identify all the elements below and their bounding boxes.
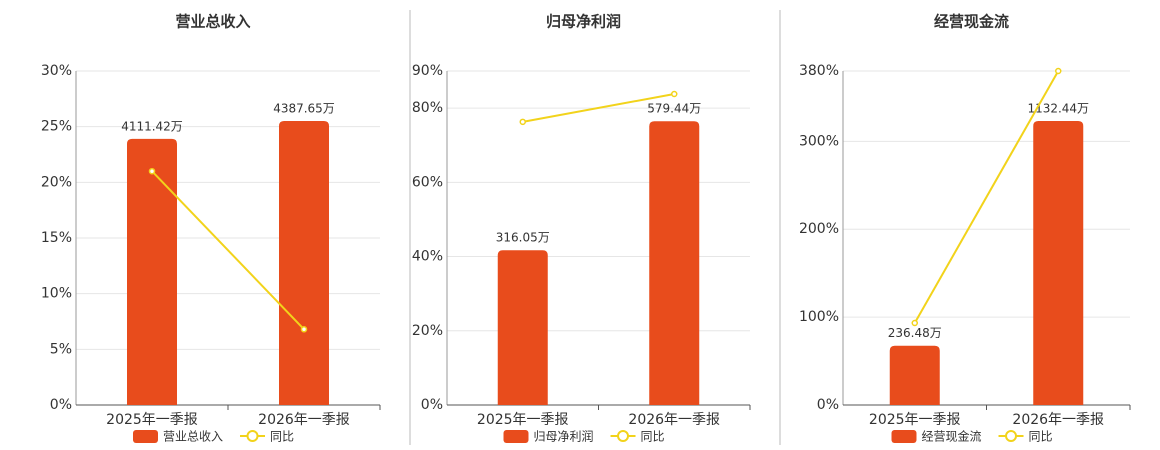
line-point — [519, 118, 526, 126]
legend-label: 经营现金流 — [922, 429, 982, 444]
x-tick-label: 2025年一季报 — [106, 412, 198, 428]
value-label: 1132.44万 — [1027, 102, 1089, 116]
y-tick-label: 20% — [41, 174, 72, 190]
legend-label: 同比 — [270, 430, 294, 444]
bar — [889, 345, 940, 405]
value-label: 4111.42万 — [121, 119, 183, 133]
y-tick-label: 25% — [41, 119, 72, 135]
legend-label: 归母净利润 — [534, 430, 594, 444]
bar — [127, 138, 177, 405]
line — [151, 170, 305, 330]
legend-swatch — [246, 430, 259, 442]
line — [522, 93, 675, 123]
y-tick-label: 0% — [817, 397, 839, 413]
y-tick-label: 30% — [41, 63, 72, 79]
legend-swatch — [1005, 430, 1018, 442]
line-point — [911, 319, 918, 327]
x-tick-label: 2026年一季报 — [1012, 412, 1104, 428]
line-point — [300, 326, 308, 333]
y-tick-label: 90% — [412, 63, 443, 79]
y-tick-label: 0% — [421, 397, 443, 413]
bar — [1033, 121, 1084, 405]
value-label: 4387.65万 — [273, 101, 335, 115]
x-tick-label: 2026年一季报 — [628, 412, 720, 428]
y-tick-label: 100% — [799, 309, 839, 325]
legend-label: 同比 — [641, 430, 665, 444]
y-tick-label: 10% — [41, 286, 72, 302]
x-tick-label: 2025年一季报 — [477, 412, 569, 428]
chart-title: 营业总收入 — [175, 13, 250, 31]
bar — [649, 121, 700, 406]
x-tick-label: 2026年一季报 — [258, 412, 350, 428]
value-label: 316.05万 — [496, 231, 550, 245]
legend-swatch — [891, 430, 917, 443]
y-tick-label: 60% — [412, 174, 443, 190]
legend-swatch — [503, 430, 529, 443]
x-tick-label: 2025年一季报 — [869, 412, 961, 428]
bar — [279, 120, 329, 405]
legend-label: 营业总收入 — [163, 430, 223, 444]
y-tick-label: 380% — [799, 63, 839, 79]
line-point — [671, 90, 678, 98]
y-tick-label: 5% — [50, 341, 72, 357]
chart-title: 经营现金流 — [934, 13, 1009, 31]
y-tick-label: 40% — [412, 249, 443, 265]
value-label: 579.44万 — [647, 102, 701, 116]
legend-label: 同比 — [1029, 430, 1053, 444]
chart-title: 归母净利润 — [546, 13, 621, 31]
legend-swatch — [133, 430, 158, 443]
y-tick-label: 300% — [799, 133, 839, 149]
y-tick-label: 20% — [412, 323, 443, 339]
y-tick-label: 80% — [412, 100, 443, 116]
line-point — [148, 167, 156, 175]
y-tick-label: 200% — [799, 221, 839, 237]
legend-swatch — [617, 430, 630, 442]
line-point — [1055, 67, 1062, 75]
y-tick-label: 0% — [50, 397, 72, 413]
bar — [497, 250, 548, 405]
y-tick-label: 15% — [41, 230, 72, 246]
value-label: 236.48万 — [888, 326, 942, 340]
line — [913, 70, 1060, 324]
